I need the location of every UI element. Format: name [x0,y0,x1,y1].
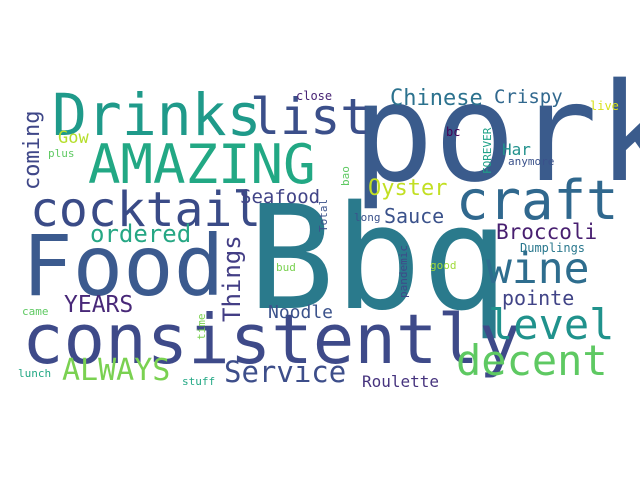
word-bud: bud [276,261,296,274]
word-craft: craft [456,169,619,232]
word-years: YEARS [64,292,134,318]
word-har: Har [502,140,531,159]
word-good: good [430,259,457,272]
word-pointe: pointe [502,286,575,310]
word-bc: bc [446,125,461,139]
word-always: ALWAYS [62,353,171,388]
word-chinese: Chinese [390,86,483,111]
word-lunch: lunch [18,367,52,380]
word-coming: coming [20,110,45,190]
word-ordered: ordered [90,220,192,248]
word-plus: plus [48,147,75,160]
word-time: time [195,313,208,341]
word-crispy: Crispy [494,86,563,108]
word-pork: pork [352,55,640,213]
word-cocktail: cocktail [30,182,262,238]
word-stuff: stuff [182,375,216,388]
word-live: live [590,99,619,113]
word-pandemic: pandemic [397,245,410,298]
word-dumplings: Dumplings [520,241,586,255]
word-close: close [296,89,333,103]
word-roulette: Roulette [362,372,440,391]
word-anymore: anymore [508,155,555,168]
word-drinks: Drinks [52,81,262,149]
word-level: level [488,300,615,349]
word-sauce: Sauce [384,204,445,228]
word-bbq: Bbq [248,174,509,342]
word-consistently: consistently [22,300,521,380]
word-things: Things [218,235,246,322]
word-decent: decent [456,336,608,385]
word-bao: bao [339,166,352,186]
word-gow: Gow [58,128,89,148]
word-noodle: Noodle [268,302,334,323]
word-broccoli: Broccoli [496,220,598,244]
word-list: list [250,88,371,146]
word-amazing: AMAZING [88,133,316,196]
word-came: came [22,305,49,318]
word-service: Service [224,355,347,389]
word-forever: FOREVER [481,127,494,174]
word-long: long [354,211,381,224]
word-seafood: Seafood [240,186,321,208]
word-food: Food [22,217,225,315]
word-total: Total [317,198,330,232]
word-wine: wine [486,244,590,294]
word-oyster: Oyster [368,176,448,201]
